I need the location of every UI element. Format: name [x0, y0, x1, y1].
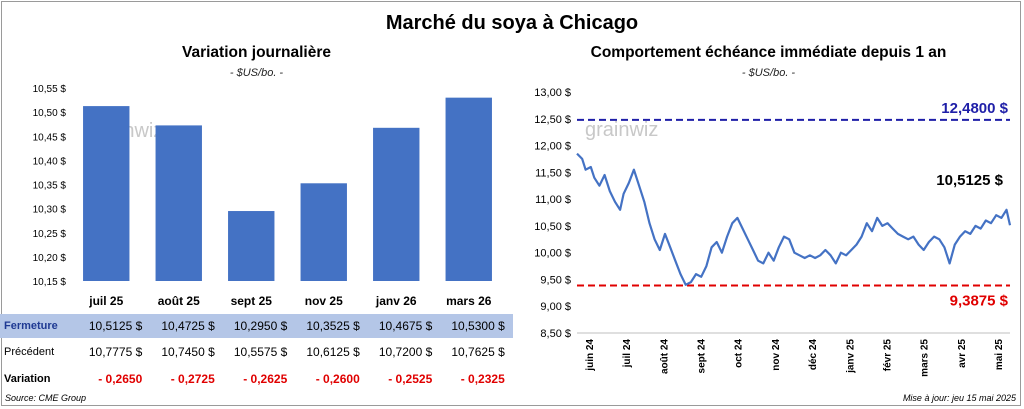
low-label: 9,3875 $	[950, 292, 1009, 309]
previous-cell: 10,5575 $	[233, 345, 288, 359]
page-title: Marché du soya à Chicago	[385, 12, 639, 34]
variation-cell: - 0,2525	[388, 372, 433, 386]
y-tick-label: 8,50 $	[540, 328, 571, 340]
left-chart-unit: - $US/bo. -	[229, 67, 284, 79]
y-tick-label: 10,25 $	[33, 229, 67, 240]
close-row: Fermeture 10,5125 $ 10,4725 $ 10,2950 $ 10,…	[0, 314, 513, 338]
y-tick-label: 9,50 $	[540, 274, 571, 286]
y-tick-label: 10,50 $	[534, 221, 571, 233]
close-cell: 10,4725 $	[161, 319, 215, 333]
previous-cell: 10,6125 $	[306, 345, 360, 359]
y-tick-label: 10,30 $	[33, 205, 67, 216]
last-value-label: 10,5125 $	[936, 172, 1003, 189]
x-tick-label: mars 25	[920, 339, 931, 377]
y-tick-label: 10,50 $	[33, 108, 67, 119]
x-tick-label: juin 24	[585, 339, 596, 372]
bar	[300, 183, 347, 281]
left-chart-title: Variation journalière	[181, 44, 332, 61]
x-tick-label: janv 26	[375, 294, 417, 308]
bar	[155, 125, 202, 281]
y-tick-label: 12,50 $	[534, 114, 571, 126]
x-tick-label: juil 24	[622, 339, 633, 369]
x-tick-label: sept 24	[697, 339, 708, 374]
y-tick-label: 10,45 $	[33, 132, 67, 143]
watermark: grainwiz	[585, 119, 658, 141]
bar	[83, 106, 130, 281]
y-tick-label: 10,40 $	[33, 156, 67, 167]
right-chart-title: Comportement échéance immédiate depuis 1…	[590, 44, 947, 61]
variation-cell: - 0,2325	[460, 372, 505, 386]
bar	[445, 97, 492, 282]
previous-cell: 10,7450 $	[161, 345, 215, 359]
previous-cell: 10,7200 $	[378, 345, 433, 359]
close-cell: 10,5300 $	[451, 319, 505, 333]
y-tick-label: 10,55 $	[33, 84, 67, 95]
y-tick-label: 9,00 $	[540, 301, 571, 313]
previous-cell: 10,7625 $	[451, 345, 505, 359]
x-tick-label: août 25	[158, 294, 200, 308]
bar	[228, 211, 275, 281]
close-label: Fermeture	[4, 320, 58, 332]
price-line	[576, 152, 1012, 286]
y-tick-label: 10,15 $	[33, 277, 67, 288]
y-tick-label: 11,00 $	[535, 194, 571, 206]
variation-cell: - 0,2600	[315, 372, 360, 386]
bar	[373, 127, 420, 282]
right-chart-unit: - $US/bo. -	[741, 67, 796, 79]
y-tick-label: 12,00 $	[534, 141, 571, 153]
variation-cell: - 0,2650	[98, 372, 143, 386]
variation-label: Variation	[4, 373, 51, 385]
x-tick-label: déc 24	[808, 339, 819, 371]
previous-label: Précédent	[4, 346, 55, 358]
source-note: Source: CME Group	[5, 393, 87, 403]
x-tick-label: févr 25	[882, 339, 893, 372]
x-tick-label: nov 24	[771, 339, 782, 371]
line-chart: grainwiz 8,50 $ 9,00 $ 9,50 $ 10,00 $ 10,50 $…	[534, 87, 1012, 377]
y-tick-label: 11,50 $	[535, 167, 571, 179]
x-tick-label: août 24	[659, 339, 670, 374]
update-note: Mise à jour: jeu 15 mai 2025	[902, 393, 1016, 403]
variation-row: Variation - 0,2650 - 0,2725 - 0,2625 - 0,26…	[0, 367, 513, 391]
close-cell: 10,2950 $	[233, 319, 288, 333]
variation-cell: - 0,2625	[243, 372, 288, 386]
high-label: 12,4800 $	[941, 100, 1008, 117]
x-tick-label: nov 25	[305, 294, 343, 308]
y-tick-label: 10,00 $	[534, 248, 571, 260]
y-tick-label: 13,00 $	[534, 87, 571, 99]
close-cell: 10,4675 $	[378, 319, 433, 333]
bar-chart: grainwiz10,15 $10,20 $10,25 $10,30 $10,3…	[33, 84, 492, 308]
variation-cell: - 0,2725	[170, 372, 215, 386]
x-tick-label: avr 25	[957, 339, 968, 368]
y-tick-label: 10,20 $	[33, 253, 67, 264]
x-tick-label: janv 25	[845, 339, 856, 374]
close-cell: 10,3525 $	[306, 319, 360, 333]
close-cell: 10,5125 $	[88, 319, 143, 333]
x-tick-label: mars 26	[446, 294, 492, 308]
y-tick-label: 10,35 $	[33, 181, 67, 192]
x-tick-label: sept 25	[231, 294, 273, 308]
x-tick-label: juil 25	[88, 294, 123, 308]
x-tick-label: oct 24	[734, 339, 745, 368]
x-tick-label: mai 25	[994, 339, 1005, 371]
previous-cell: 10,7775 $	[88, 345, 143, 359]
previous-row: Précédent 10,7775 $ 10,7450 $ 10,5575 $ 10,…	[0, 340, 513, 364]
